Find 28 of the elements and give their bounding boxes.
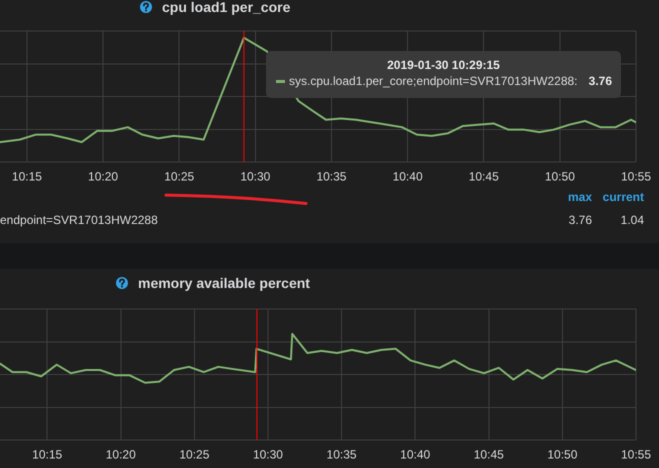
x-tick-label: 10:30 <box>240 170 271 184</box>
x-tick-label: 10:55 <box>620 448 652 462</box>
x-tick-label: 10:50 <box>544 170 576 184</box>
text: max <box>568 190 592 204</box>
annotation: 2019-01-30 10:29:15 <box>386 58 501 72</box>
x-tick-label: 10:30 <box>252 448 284 462</box>
x-tick-label: 10:55 <box>620 170 652 184</box>
x-tick-label: 10:25 <box>164 170 195 184</box>
x-tick-label: 10:15 <box>12 170 42 184</box>
x-tick-label: 10:20 <box>88 170 118 184</box>
legend-label: sys.cpu.load1.per_core;endpoint=SVR17013HW2288: <box>288 74 578 88</box>
x-tick-label: 10:35 <box>316 170 347 184</box>
x-tick-label: 10:40 <box>400 448 431 462</box>
x-tick-label: 10:45 <box>474 448 504 462</box>
x-tick-label: 10:15 <box>32 448 63 462</box>
text: 1.04 <box>620 212 644 227</box>
chart-title: cpu load1 per_core <box>162 0 290 15</box>
text: current <box>602 190 644 204</box>
x-tick-label: 10:20 <box>106 448 136 462</box>
x-tick-label: 10:25 <box>179 448 210 462</box>
chart-title: memory available percent <box>138 275 310 292</box>
x-tick-label: 10:50 <box>547 448 578 462</box>
x-tick-label: 10:45 <box>468 170 500 184</box>
text: endpoint=SVR17013HW2288 <box>0 212 158 227</box>
text: 3.76 <box>568 212 592 227</box>
x-tick-label: 10:35 <box>326 448 357 462</box>
annotation: 3.76 <box>588 74 612 88</box>
x-tick-label: 10:40 <box>392 170 423 184</box>
